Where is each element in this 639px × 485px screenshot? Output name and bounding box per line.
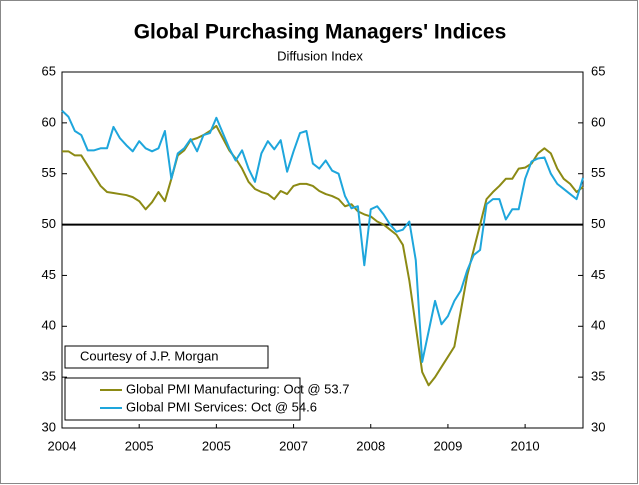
y-tick-label: 50 (42, 216, 56, 231)
x-tick-label: 2005 (202, 438, 231, 453)
chart-subtitle: Diffusion Index (277, 48, 363, 63)
y2-tick-label: 55 (591, 165, 605, 180)
x-tick-label: 2004 (48, 438, 77, 453)
series-line (61, 109, 584, 363)
y-tick-label: 40 (42, 318, 56, 333)
x-tick-label: 2008 (356, 438, 385, 453)
legend-label: Global PMI Manufacturing: Oct @ 53.7 (126, 381, 349, 396)
y2-tick-label: 35 (591, 369, 605, 384)
y2-tick-label: 50 (591, 216, 605, 231)
annotation-box (64, 345, 269, 369)
legend (64, 377, 301, 421)
x-tick-label: 2010 (511, 438, 540, 453)
y-tick-label: 55 (42, 165, 56, 180)
chart-title: Global Purchasing Managers' Indices (134, 21, 507, 44)
y-tick-label: 65 (42, 63, 56, 78)
series-line (62, 124, 584, 387)
y2-tick-label: 40 (591, 318, 605, 333)
annotation: Courtesy of J.P. Morgan (80, 348, 219, 363)
x-tick-label: 2009 (433, 438, 462, 453)
y-tick-label: 60 (42, 114, 56, 129)
y-tick-label: 45 (42, 267, 56, 282)
y-tick-label: 35 (42, 369, 56, 384)
x-tick-label: 2005 (125, 438, 154, 453)
legend-label: Global PMI Services: Oct @ 54.6 (126, 399, 317, 414)
y2-tick-label: 30 (591, 419, 605, 434)
y2-tick-label: 65 (591, 63, 605, 78)
plot-frame (61, 71, 584, 429)
y2-tick-label: 45 (591, 267, 605, 282)
y2-tick-label: 60 (591, 114, 605, 129)
x-tick-label: 2007 (279, 438, 308, 453)
y-tick-label: 30 (42, 419, 56, 434)
